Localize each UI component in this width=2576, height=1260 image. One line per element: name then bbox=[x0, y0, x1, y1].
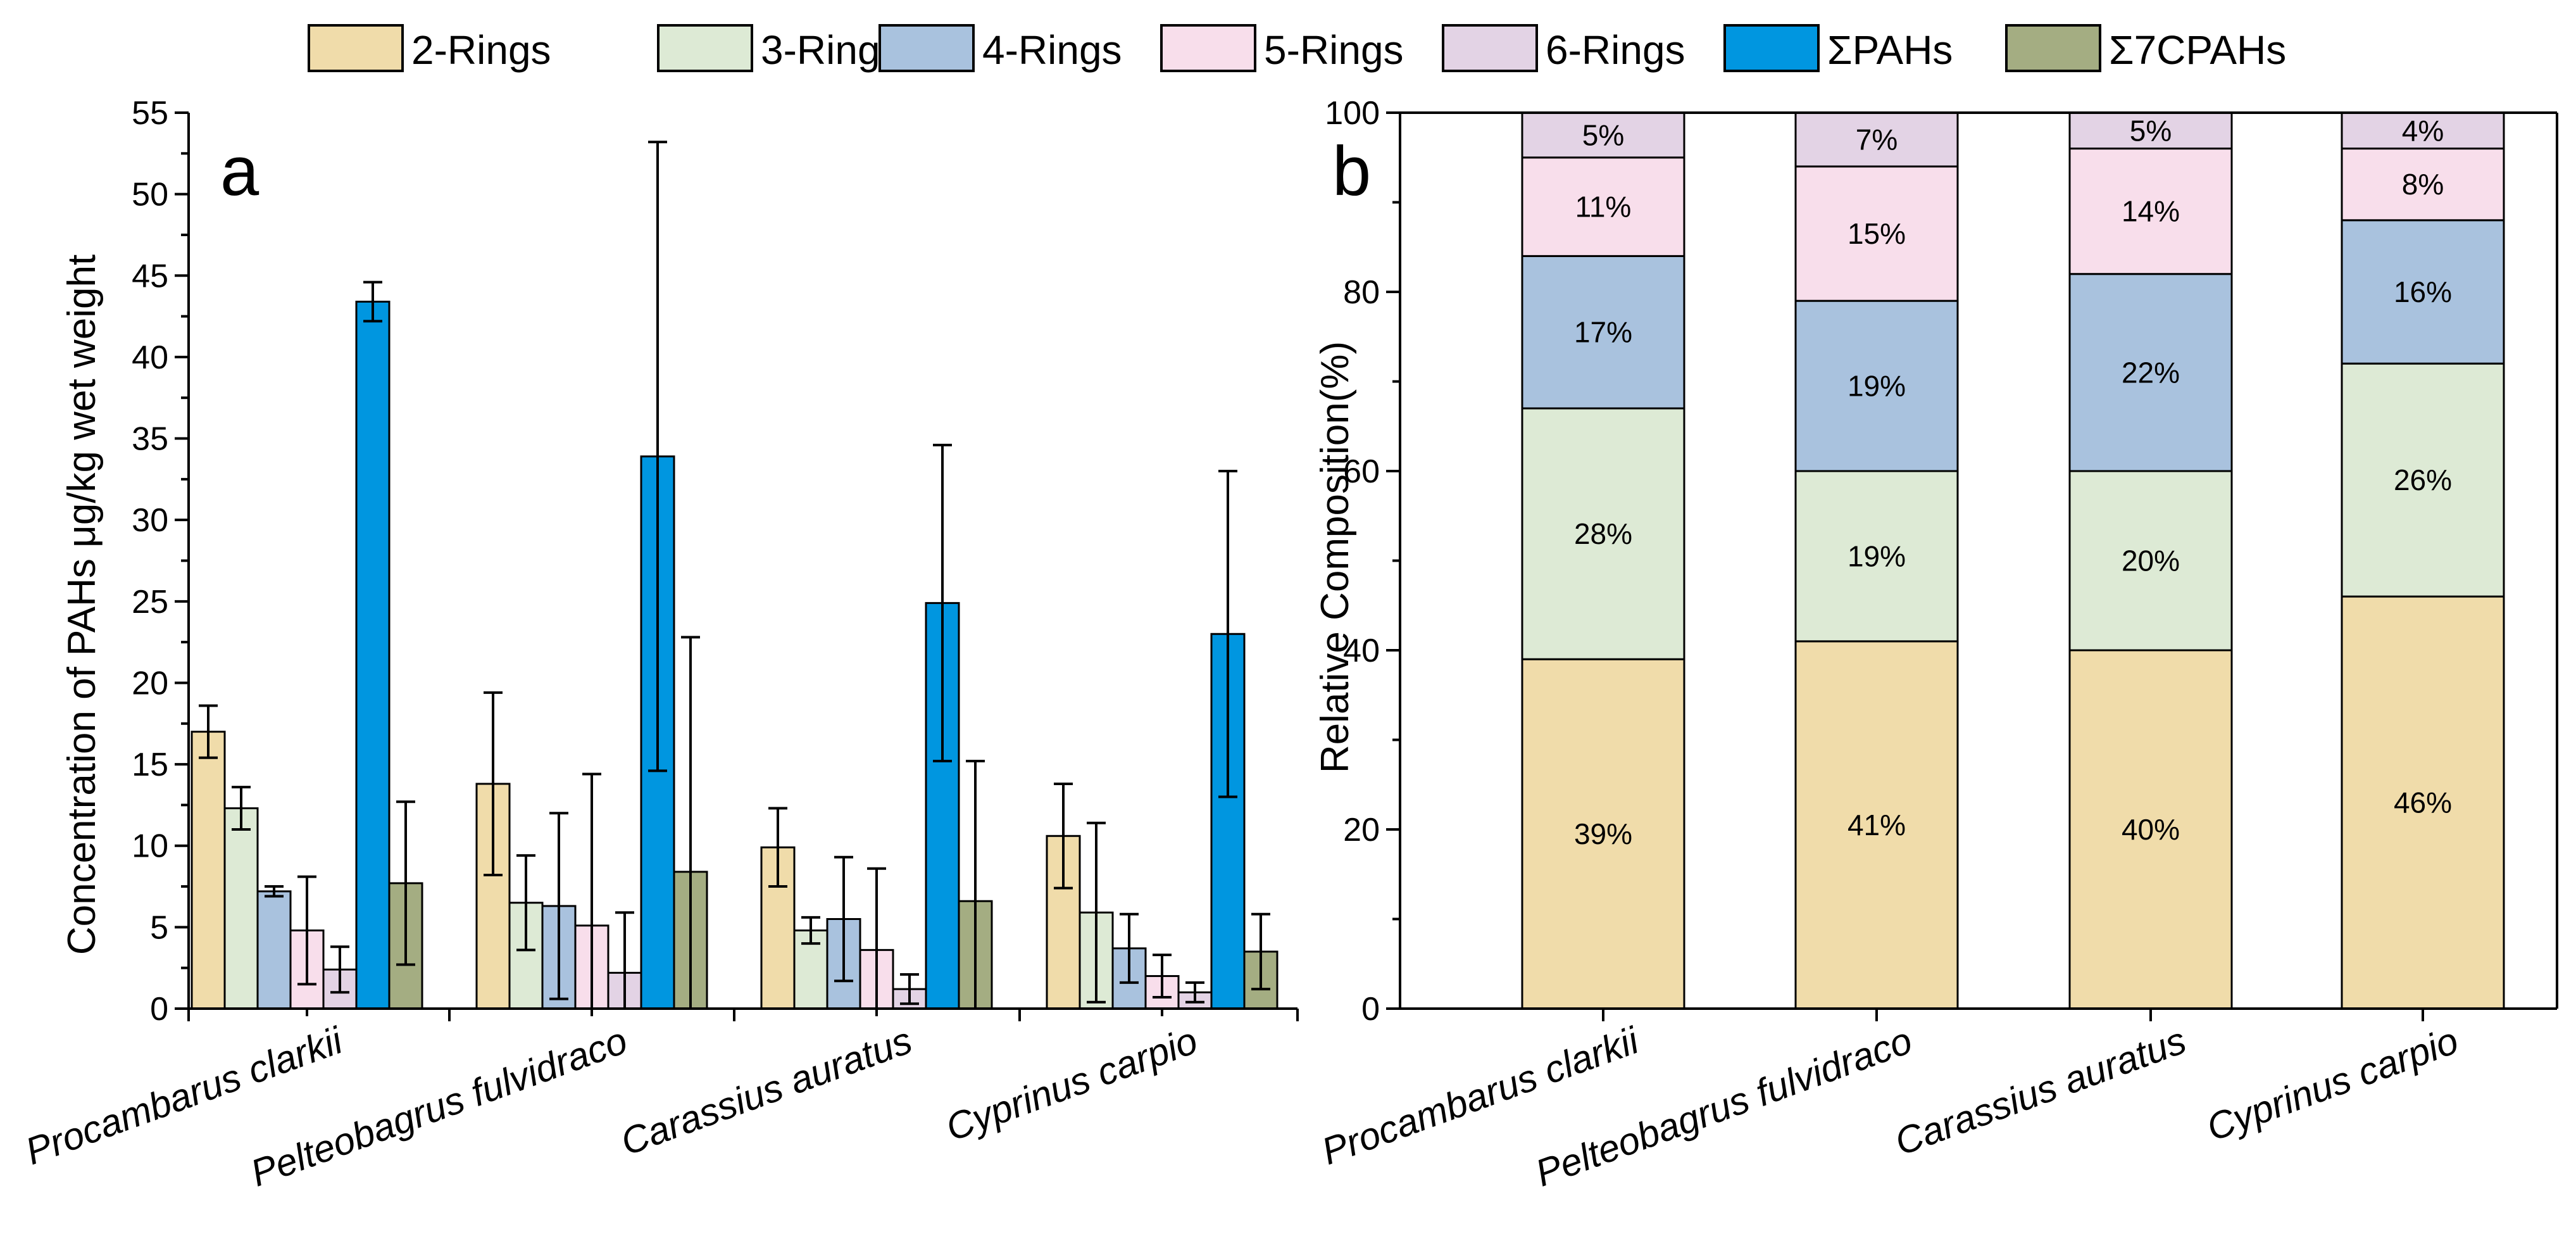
panel-b-y-tick-label-4: 80 bbox=[1343, 274, 1380, 311]
panel-b-category-label-2: Carassius auratus bbox=[1889, 1019, 2191, 1163]
panel-b-y-tick-label-3: 60 bbox=[1343, 453, 1380, 490]
pct-label-b-0-0: 39% bbox=[1574, 817, 1632, 850]
bar-b-0-3 bbox=[2341, 595, 2505, 1010]
pct-label-b-4-2: 5% bbox=[2130, 114, 2172, 147]
panel-a-y-tick-label-5: 25 bbox=[132, 584, 168, 621]
legend-swatch-1 bbox=[657, 24, 753, 72]
panel-b-label: b bbox=[1332, 132, 1371, 210]
pct-label-b-1-0: 28% bbox=[1574, 517, 1632, 550]
panel-b-y-tick-label-5: 100 bbox=[1325, 95, 1380, 132]
bar-b-4-1 bbox=[1794, 111, 1959, 168]
bar-b-0-2 bbox=[2068, 649, 2233, 1010]
legend-label-4: 6-Rings bbox=[1546, 27, 1685, 73]
legend-label-6: Σ7CPAHs bbox=[2109, 27, 2286, 73]
panel-b-y-axis-title: Relative Composition(%) bbox=[1313, 341, 1357, 773]
panel-a-category-label-2: Carassius auratus bbox=[615, 1019, 917, 1163]
panel-a-y-tick-label-6: 30 bbox=[132, 502, 168, 539]
panel-b-y-tick-label-2: 40 bbox=[1343, 633, 1380, 669]
panel-a-y-tick-label-3: 15 bbox=[132, 747, 168, 783]
panel-a-y-tick-label-9: 45 bbox=[132, 258, 168, 294]
legend-swatch-6 bbox=[2005, 24, 2101, 72]
legend-label-3: 5-Rings bbox=[1264, 27, 1404, 73]
pct-label-b-4-3: 4% bbox=[2402, 114, 2444, 147]
bar-a-0-0 bbox=[191, 731, 226, 1010]
legend-swatch-3 bbox=[1160, 24, 1256, 72]
pct-label-b-0-1: 41% bbox=[1848, 809, 1906, 841]
bar-b-4-3 bbox=[2341, 111, 2505, 150]
panel-b-y-tick-label-1: 20 bbox=[1343, 812, 1380, 848]
panel-a-y-tick-label-8: 40 bbox=[132, 339, 168, 376]
bar-a-2-0 bbox=[256, 890, 292, 1010]
legend-label-0: 2-Rings bbox=[411, 27, 551, 73]
panel-a-y-tick-label-11: 55 bbox=[132, 95, 168, 132]
panel-a-y-tick-label-0: 0 bbox=[150, 991, 168, 1028]
pct-label-b-4-1: 7% bbox=[1856, 123, 1898, 156]
pct-label-b-0-3: 46% bbox=[2394, 786, 2452, 819]
pct-label-b-1-1: 19% bbox=[1848, 539, 1906, 572]
pct-label-b-4-0: 5% bbox=[1582, 118, 1624, 151]
bar-b-1-2 bbox=[2068, 470, 2233, 652]
pct-label-b-0-2: 40% bbox=[2122, 813, 2180, 846]
pct-label-b-3-3: 8% bbox=[2402, 168, 2444, 201]
bar-b-2-2 bbox=[2068, 273, 2233, 472]
panel-b-chart: b 39% 28% 17% 11% 5% 41% 19% 19% 15% 7% 40% 20% 22% 1… bbox=[1313, 95, 2558, 1195]
panel-a-y-tick-label-10: 50 bbox=[132, 177, 168, 213]
pct-label-b-3-0: 11% bbox=[1575, 191, 1632, 224]
panel-a-y-axis-title: Concentration of PAHs μg/kg wet weight bbox=[60, 255, 104, 955]
bar-b-3-3 bbox=[2341, 148, 2505, 222]
pct-label-b-1-3: 26% bbox=[2394, 463, 2452, 496]
legend-swatch-4 bbox=[1442, 24, 1538, 72]
panel-a-category-label-3: Cyprinus carpio bbox=[941, 1019, 1203, 1149]
legend-swatch-2 bbox=[878, 24, 975, 72]
legend-swatch-5 bbox=[1723, 24, 1820, 72]
panel-a-label: a bbox=[220, 132, 259, 210]
legend-label-2: 4-Rings bbox=[982, 27, 1122, 73]
legend-label-1: 3-Rings bbox=[761, 27, 901, 73]
pct-label-b-2-1: 19% bbox=[1848, 370, 1906, 403]
pct-label-b-2-0: 17% bbox=[1574, 316, 1632, 349]
bar-b-2-1 bbox=[1794, 299, 1959, 472]
panel-b-category-label-3: Cyprinus carpio bbox=[2201, 1019, 2464, 1149]
bar-b-0-0 bbox=[1521, 658, 1685, 1010]
panel-a-y-tick-label-2: 10 bbox=[132, 828, 168, 865]
bar-b-3-1 bbox=[1794, 165, 1959, 302]
legend-swatch-0 bbox=[308, 24, 404, 72]
panel-b-y-tick-label-0: 0 bbox=[1361, 991, 1380, 1028]
bar-a-1-0 bbox=[223, 807, 259, 1010]
bar-b-2-3 bbox=[2341, 219, 2505, 365]
bar-b-1-3 bbox=[2341, 362, 2505, 598]
bar-b-1-0 bbox=[1521, 407, 1685, 660]
panel-a-y-tick-label-4: 20 bbox=[132, 665, 168, 702]
pct-label-b-3-2: 14% bbox=[2122, 195, 2180, 228]
bar-a-5-0 bbox=[355, 300, 391, 1010]
pct-label-b-2-3: 16% bbox=[2394, 275, 2452, 308]
panel-a-y-tick-label-7: 35 bbox=[132, 421, 168, 458]
bar-b-3-2 bbox=[2068, 148, 2233, 275]
legend-label-5: ΣPAHs bbox=[1827, 27, 1953, 73]
pct-label-b-1-2: 20% bbox=[2122, 545, 2180, 577]
panel-a-y-tick-label-1: 5 bbox=[150, 909, 168, 946]
bar-b-4-2 bbox=[2068, 111, 2233, 150]
legend: 2-Rings 3-Rings 4-Rings 5-Rings 6-Rings ΣPAHs… bbox=[308, 24, 2286, 73]
pct-label-b-2-2: 22% bbox=[2122, 356, 2180, 389]
bar-b-0-1 bbox=[1794, 640, 1959, 1010]
pct-label-b-3-1: 15% bbox=[1848, 217, 1906, 250]
bar-b-2-0 bbox=[1521, 255, 1685, 410]
